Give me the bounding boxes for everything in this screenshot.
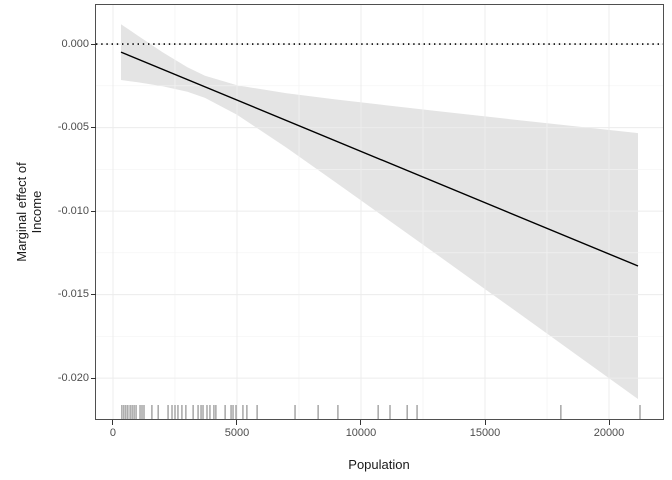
x-tick-mark (484, 420, 486, 425)
y-tick-label: -0.020 (57, 371, 89, 384)
y-tick-label: -0.010 (57, 204, 89, 217)
x-tick-label: 0 (109, 427, 117, 439)
x-tick-label: 15000 (469, 427, 501, 439)
x-tick-mark (360, 420, 362, 425)
x-tick-label: 5000 (224, 427, 250, 439)
y-tick-mark (91, 294, 96, 296)
x-axis-title: Population (348, 457, 410, 472)
plot-panel (96, 5, 663, 419)
x-tick-mark (608, 420, 610, 425)
y-axis-title: Marginal effect of Income (14, 162, 44, 261)
fit-line (120, 51, 639, 267)
y-tick-label: 0.000 (61, 37, 89, 50)
y-axis-title-line2: Income (29, 190, 44, 234)
x-tick-label: 20000 (593, 427, 625, 439)
x-tick-mark (236, 420, 238, 425)
x-tick-label: 10000 (345, 427, 377, 439)
y-axis-title-line1: Marginal effect of (14, 162, 29, 262)
x-tick-mark (112, 420, 114, 425)
y-tick-label: -0.015 (57, 288, 89, 301)
y-tick-mark (91, 127, 96, 129)
y-tick-mark (91, 43, 96, 45)
y-tick-label: -0.005 (57, 121, 89, 134)
y-tick-mark (91, 210, 96, 212)
confidence-ribbon (121, 24, 638, 399)
y-tick-mark (91, 377, 96, 379)
